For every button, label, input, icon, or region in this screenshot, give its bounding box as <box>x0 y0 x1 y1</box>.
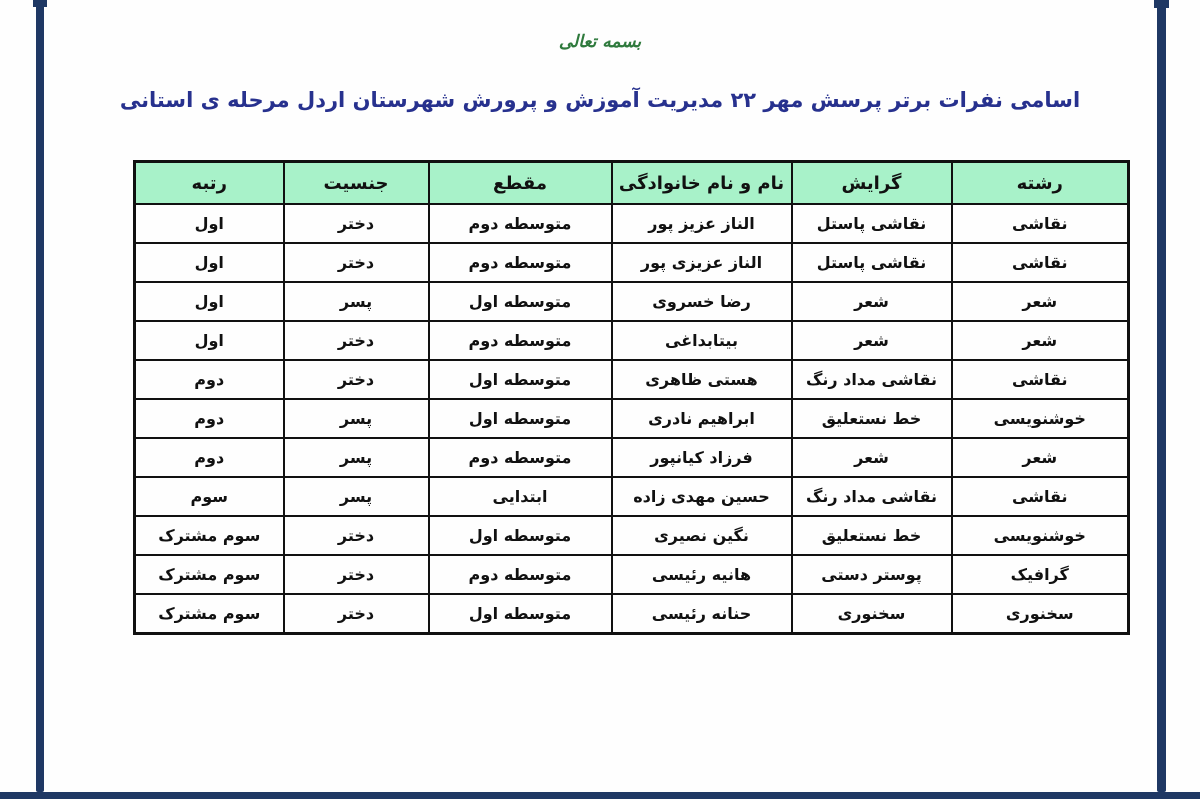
table-cell: خط نستعلیق <box>790 398 953 439</box>
table-row: گرافیک پوستر دستی هانیه رئیسی متوسطه دوم دخت… <box>133 554 1130 595</box>
column-header: نام و نام خانوادگی <box>610 160 793 205</box>
table-cell: نگین نصیری <box>610 515 793 556</box>
table-cell: متوسطه دوم <box>427 554 613 595</box>
table-cell: اول <box>133 242 285 283</box>
table-cell: متوسطه اول <box>427 281 613 322</box>
table-cell: پسر <box>282 398 430 439</box>
table-cell: ابراهیم نادری <box>610 398 793 439</box>
table-row: شعر شعر رضا خسروی متوسطه اول پسر اول <box>133 281 1130 322</box>
table-cell: پسر <box>282 437 430 478</box>
table-cell: شعر <box>950 437 1130 478</box>
table-cell: خوشنویسی <box>950 398 1130 439</box>
table-row: شعر شعر بیتابداغی متوسطه دوم دختر اول <box>133 320 1130 361</box>
table-cell: فرزاد کیانپور <box>610 437 793 478</box>
table-cell: سخنوری <box>790 593 953 635</box>
column-header: گرایش <box>790 160 953 205</box>
table-cell: نقاشی <box>950 242 1130 283</box>
table-cell: هستی ظاهری <box>610 359 793 400</box>
table-cell: حسین مهدی زاده <box>610 476 793 517</box>
table-cell: الناز عزیز پور <box>610 203 793 244</box>
table-row: نقاشی نقاشی مداد رنگ هستی ظاهری متوسطه اول د… <box>133 359 1130 400</box>
column-header: رتبه <box>133 160 285 205</box>
table-cell: متوسطه اول <box>427 398 613 439</box>
table-cell: دوم <box>133 359 285 400</box>
table-cell: اول <box>133 320 285 361</box>
column-header: جنسیت <box>282 160 430 205</box>
table-row: نقاشی نقاشی مداد رنگ حسین مهدی زاده ابتدایی… <box>133 476 1130 517</box>
table-cell: پسر <box>282 476 430 517</box>
table-row: نقاشی نقاشی پاستل الناز عزیز پور متوسطه دوم… <box>133 203 1130 244</box>
table-cell: نقاشی مداد رنگ <box>790 476 953 517</box>
table-row: سخنوری سخنوری حنانه رئیسی متوسطه اول دختر سوم… <box>133 593 1130 635</box>
table-cell: نقاشی <box>950 203 1130 244</box>
table-cell: ابتدایی <box>427 476 613 517</box>
table-cell: هانیه رئیسی <box>610 554 793 595</box>
table-row: خوشنویسی خط نستعلیق نگین نصیری متوسطه اول دخ… <box>133 515 1130 556</box>
header-row: رشته گرایش نام و نام خانوادگی مقطع جنسیت رتبه <box>133 160 1130 205</box>
table-cell: شعر <box>790 281 953 322</box>
table-cell: نقاشی <box>950 359 1130 400</box>
page-border-left <box>36 0 44 792</box>
page-border-right <box>1157 2 1166 792</box>
table-row: نقاشی نقاشی پاستل الناز عزیزی پور متوسطه دو… <box>133 242 1130 283</box>
table-cell: دختر <box>282 593 430 635</box>
table-cell: متوسطه دوم <box>427 320 613 361</box>
table-cell: نقاشی مداد رنگ <box>790 359 953 400</box>
table-cell: الناز عزیزی پور <box>610 242 793 283</box>
column-header: مقطع <box>427 160 613 205</box>
table-cell: حنانه رئیسی <box>610 593 793 635</box>
table-cell: اول <box>133 281 285 322</box>
table-cell: رضا خسروی <box>610 281 793 322</box>
table-cell: سوم <box>133 476 285 517</box>
table-cell: نقاشی پاستل <box>790 242 953 283</box>
table-cell: متوسطه اول <box>427 359 613 400</box>
table-cell: دختر <box>282 242 430 283</box>
table-row: خوشنویسی خط نستعلیق ابراهیم نادری متوسطه او… <box>133 398 1130 439</box>
table-cell: سوم مشترک <box>133 554 285 595</box>
table-cell: خط نستعلیق <box>790 515 953 556</box>
table-cell: خوشنویسی <box>950 515 1130 556</box>
table-cell: متوسطه اول <box>427 593 613 635</box>
table-cell: متوسطه دوم <box>427 437 613 478</box>
table-cell: شعر <box>950 320 1130 361</box>
table-cell: دوم <box>133 437 285 478</box>
table-cell: اول <box>133 203 285 244</box>
winners-table: رشته گرایش نام و نام خانوادگی مقطع جنسیت رتبه… <box>133 160 1130 635</box>
page-border-bottom <box>0 792 1200 799</box>
table-cell: شعر <box>790 437 953 478</box>
table-cell: دختر <box>282 320 430 361</box>
table-cell: سوم مشترک <box>133 515 285 556</box>
table-cell: پسر <box>282 281 430 322</box>
table-cell: نقاشی پاستل <box>790 203 953 244</box>
table-cell: سوم مشترک <box>133 593 285 635</box>
page-title: اسامی نفرات برتر پرسش مهر ۲۲ مدیریت آموز… <box>119 88 1081 112</box>
table-cell: دختر <box>282 515 430 556</box>
bismillah-text: بسمه تعالی <box>558 32 642 52</box>
table-cell: دوم <box>133 398 285 439</box>
table-cell: شعر <box>950 281 1130 322</box>
table-cell: متوسطه دوم <box>427 242 613 283</box>
table-cell: دختر <box>282 203 430 244</box>
table-cell: دختر <box>282 554 430 595</box>
table-row: شعر شعر فرزاد کیانپور متوسطه دوم پسر دوم <box>133 437 1130 478</box>
winners-table-body: نقاشی نقاشی پاستل الناز عزیز پور متوسطه دوم… <box>133 203 1130 635</box>
table-cell: سخنوری <box>950 593 1130 635</box>
winners-table-header: رشته گرایش نام و نام خانوادگی مقطع جنسیت رتبه <box>133 160 1130 205</box>
table-cell: بیتابداغی <box>610 320 793 361</box>
table-cell: نقاشی <box>950 476 1130 517</box>
table-cell: گرافیک <box>950 554 1130 595</box>
column-header: رشته <box>950 160 1130 205</box>
table-cell: متوسطه دوم <box>427 203 613 244</box>
table-cell: متوسطه اول <box>427 515 613 556</box>
table-cell: پوستر دستی <box>790 554 953 595</box>
table-cell: دختر <box>282 359 430 400</box>
table-cell: شعر <box>790 320 953 361</box>
